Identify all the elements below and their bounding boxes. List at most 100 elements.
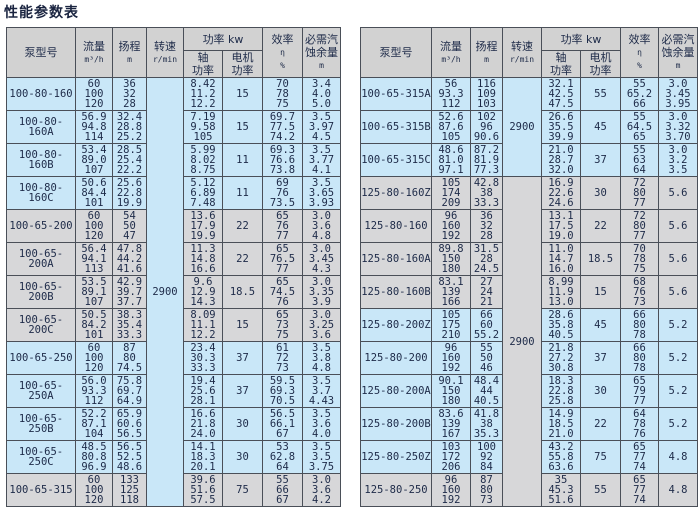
flow-values: 52.2 87.1 104: [75, 407, 113, 441]
npsh-values: 3.0 3.35 3.9: [302, 275, 341, 309]
table-row: 100-65-250B 52.2 87.1 104 65.9 60.6 56.5 16…: [6, 407, 341, 441]
flow-values: 83.1 139 166: [431, 275, 471, 309]
header-flow-unit: m³/h: [441, 54, 461, 64]
shaft-power-values: 8.99 11.9 13.0: [541, 275, 581, 309]
table-row: 125-80-200B 83.6 139 167 41.8 38 35.3 14.9 …: [360, 407, 698, 441]
flow-values: 52.6 87.6 105: [431, 110, 471, 144]
npsh-values: 3.0 3.32 3.70: [658, 110, 698, 144]
header-speed-unit: r/min: [509, 54, 535, 64]
pump-model: 100-65-250C: [6, 440, 76, 474]
motor-power-value: 45: [580, 308, 621, 342]
pump-model: 100-80-160A: [6, 110, 76, 144]
flow-values: 60 100 120: [75, 341, 113, 375]
table-row: 125-80-200Z 105 175 210 66 60 55.2 28.6 35.…: [360, 308, 698, 342]
npsh-values: 3.0 3.6 4.2: [302, 473, 341, 507]
pump-model: 125-80-250: [360, 473, 432, 507]
performance-table-right: 泵型号 流量 m³/h 扬程 m 转速 r/min 功率 kw 效率 η% 必需汽 蚀余…: [360, 27, 698, 507]
efficiency-values: 72 80 77: [620, 176, 659, 210]
head-values: 102 96 90.6: [470, 110, 503, 144]
header-shaft-power: 轴 功率: [183, 50, 223, 78]
head-values: 116 109 103: [470, 77, 503, 111]
efficiency-values: 70 78 75: [620, 242, 659, 276]
pump-model: 100-80-160C: [6, 176, 76, 210]
efficiency-values: 65 79 77: [620, 374, 659, 408]
pump-model: 125-80-200A: [360, 374, 432, 408]
flow-values: 105 174 209: [431, 176, 471, 210]
pump-model: 125-80-160A: [360, 242, 432, 276]
efficiency-values: 65 74.5 76: [262, 275, 303, 309]
npsh-values: 3.5 3.8 4.8: [302, 341, 341, 375]
header-head-label: 扬程: [475, 39, 498, 53]
header-speed: 转速 r/min: [146, 27, 184, 78]
efficiency-values: 65 73 75: [262, 308, 303, 342]
header-npsh-unit: m: [675, 61, 681, 70]
npsh-values: 5.2: [658, 308, 698, 342]
flow-values: 48.5 80.8 96.9: [75, 440, 113, 474]
shaft-power-values: 8.09 11.1 12.2: [183, 308, 223, 342]
npsh-values: 5.6: [658, 209, 698, 243]
efficiency-values: 68 76 73: [620, 275, 659, 309]
flow-values: 89.8 150 180: [431, 242, 471, 276]
shaft-power-values: 19.4 25.6 28.1: [183, 374, 223, 408]
table-row: 100-65-200 60 100 120 54 50 47 13.6 17.9 19…: [6, 209, 341, 243]
flow-values: 96 160 192: [431, 209, 471, 243]
pump-model: 100-65-315A: [360, 77, 432, 111]
header-power: 功率 kw: [183, 27, 263, 51]
shaft-power-values: 5.12 6.89 7.48: [183, 176, 223, 210]
shaft-power-values: 13.1 17.5 19.0: [541, 209, 581, 243]
efficiency-values: 65 76.5 77: [262, 242, 303, 276]
motor-power-value: 22: [222, 209, 263, 243]
motor-power-value: 75: [222, 473, 263, 507]
header-npsh-label: 必需汽 蚀余量: [305, 33, 338, 59]
header-speed-unit: r/min: [152, 54, 178, 64]
head-values: 41.8 38 35.3: [470, 407, 503, 441]
page-title: 性能参数表: [4, 5, 79, 21]
shaft-power-values: 21.0 28.7 32.0: [541, 143, 581, 177]
pump-model: 100-80-160: [6, 77, 76, 111]
npsh-values: 3.5 3.77 4.1: [302, 143, 341, 177]
table-row: 125-80-160B 83.1 139 166 27 24 21 8.99 11.9…: [360, 275, 698, 309]
header-model: 泵型号: [6, 27, 76, 78]
table-row: 125-80-250Z 103 172 206 100 92 84 43.2 55.8…: [360, 440, 698, 474]
efficiency-values: 55 63 64: [620, 143, 659, 177]
header-eff-unit: %: [280, 61, 285, 70]
pump-model: 100-65-250: [6, 341, 76, 375]
npsh-values: 5.2: [658, 374, 698, 408]
header-efficiency: 效率 η%: [262, 27, 303, 78]
shaft-power-values: 28.6 35.8 40.5: [541, 308, 581, 342]
efficiency-values: 61 72 73: [262, 341, 303, 375]
shaft-power-values: 11.3 14.8 16.6: [183, 242, 223, 276]
head-values: 27 24 21: [470, 275, 503, 309]
head-values: 55 50 46: [470, 341, 503, 375]
performance-table-left: 泵型号 流量 m³/h 扬程 m 转速 r/min 功率 kw 效率 η% 必需汽 蚀余…: [6, 27, 341, 507]
head-values: 87 80 73: [470, 473, 503, 507]
flow-values: 60 100 120: [75, 77, 113, 111]
efficiency-values: 66 80 78: [620, 341, 659, 375]
motor-power-value: 45: [580, 110, 621, 144]
efficiency-values: 66 80 78: [620, 308, 659, 342]
motor-power-value: 11: [222, 176, 263, 210]
flow-values: 53.5 89.1 107: [75, 275, 113, 309]
header-flow-label: 流量: [440, 39, 462, 53]
header-flow: 流量 m³/h: [75, 27, 113, 78]
efficiency-values: 69 76 73.5: [262, 176, 303, 210]
header-eff-unit: %: [637, 61, 642, 70]
motor-power-value: 18.5: [222, 275, 263, 309]
flow-values: 103 172 206: [431, 440, 471, 474]
head-values: 48.4 44 40.5: [470, 374, 503, 408]
shaft-power-values: 18.3 22.8 25.8: [541, 374, 581, 408]
motor-power-value: 22: [580, 209, 621, 243]
header-npsh: 必需汽 蚀余量 m: [302, 27, 341, 78]
flow-values: 96 160 192: [431, 341, 471, 375]
pump-model: 100-65-250A: [6, 374, 76, 408]
header-motor-power: 电机 功率: [222, 50, 263, 78]
shaft-power-values: 16.6 21.8 24.0: [183, 407, 223, 441]
head-values: 87.2 81.9 77.3: [470, 143, 503, 177]
efficiency-values: 65 77 74: [620, 440, 659, 474]
shaft-power-values: 14.9 18.5 21.0: [541, 407, 581, 441]
pump-model: 100-65-200B: [6, 275, 76, 309]
pump-model: 125-80-250Z: [360, 440, 432, 474]
npsh-values: 3.5 3.65 3.93: [302, 176, 341, 210]
flow-values: 56.9 94.8 114: [75, 110, 113, 144]
header-head-unit: m: [127, 54, 132, 64]
